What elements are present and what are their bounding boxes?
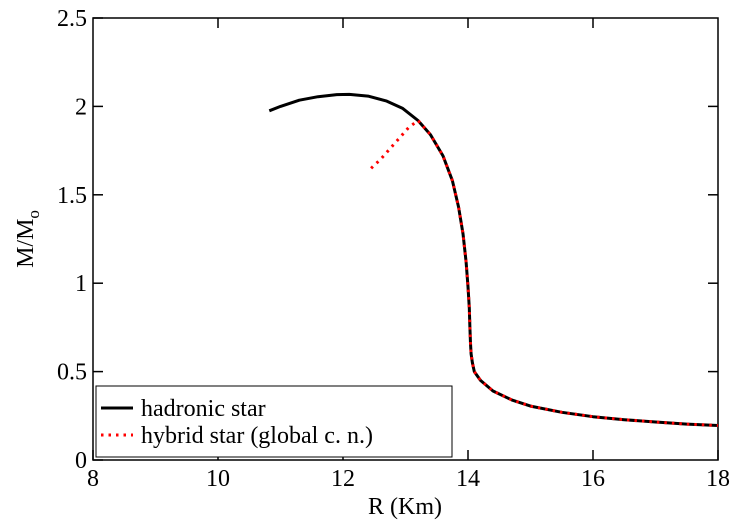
- y-axis-title-subscript: o: [24, 210, 43, 219]
- series-layer: [268, 92, 719, 427]
- y-tick-label: 1: [75, 271, 87, 297]
- legend-box: [95, 385, 453, 458]
- series-line-hybrid: [370, 119, 719, 427]
- x-tick-label: 12: [331, 466, 355, 492]
- y-tick-label: 1.5: [57, 183, 87, 209]
- legend-label-hadronic: hadronic star: [141, 396, 266, 422]
- legend-label-hybrid: hybrid star (global c. n.): [141, 423, 373, 449]
- y-tick-label: 0: [75, 448, 87, 474]
- x-tick-label: 16: [581, 466, 605, 492]
- y-axis-title: M/Mo: [13, 210, 43, 268]
- series-line-hadronic: [268, 92, 719, 427]
- x-tick-label: 18: [706, 466, 730, 492]
- x-tick-label: 10: [206, 466, 230, 492]
- x-axis-title: R (Km): [368, 494, 442, 520]
- y-axis-title-main: M/M: [13, 219, 39, 268]
- x-tick-label: 8: [87, 466, 99, 492]
- y-tick-label: 2: [75, 94, 87, 120]
- y-axis-ticks: 0 0.5 1 1.5 2 2.5: [57, 6, 718, 474]
- y-tick-label: 2.5: [57, 6, 87, 32]
- x-tick-label: 14: [456, 466, 480, 492]
- y-tick-label: 0.5: [57, 360, 87, 386]
- legend: hadronic star hybrid star (global c. n.): [95, 385, 453, 458]
- x-axis-ticks: 8 10 12 14 16 18: [87, 18, 730, 492]
- plot-frame: [92, 17, 719, 461]
